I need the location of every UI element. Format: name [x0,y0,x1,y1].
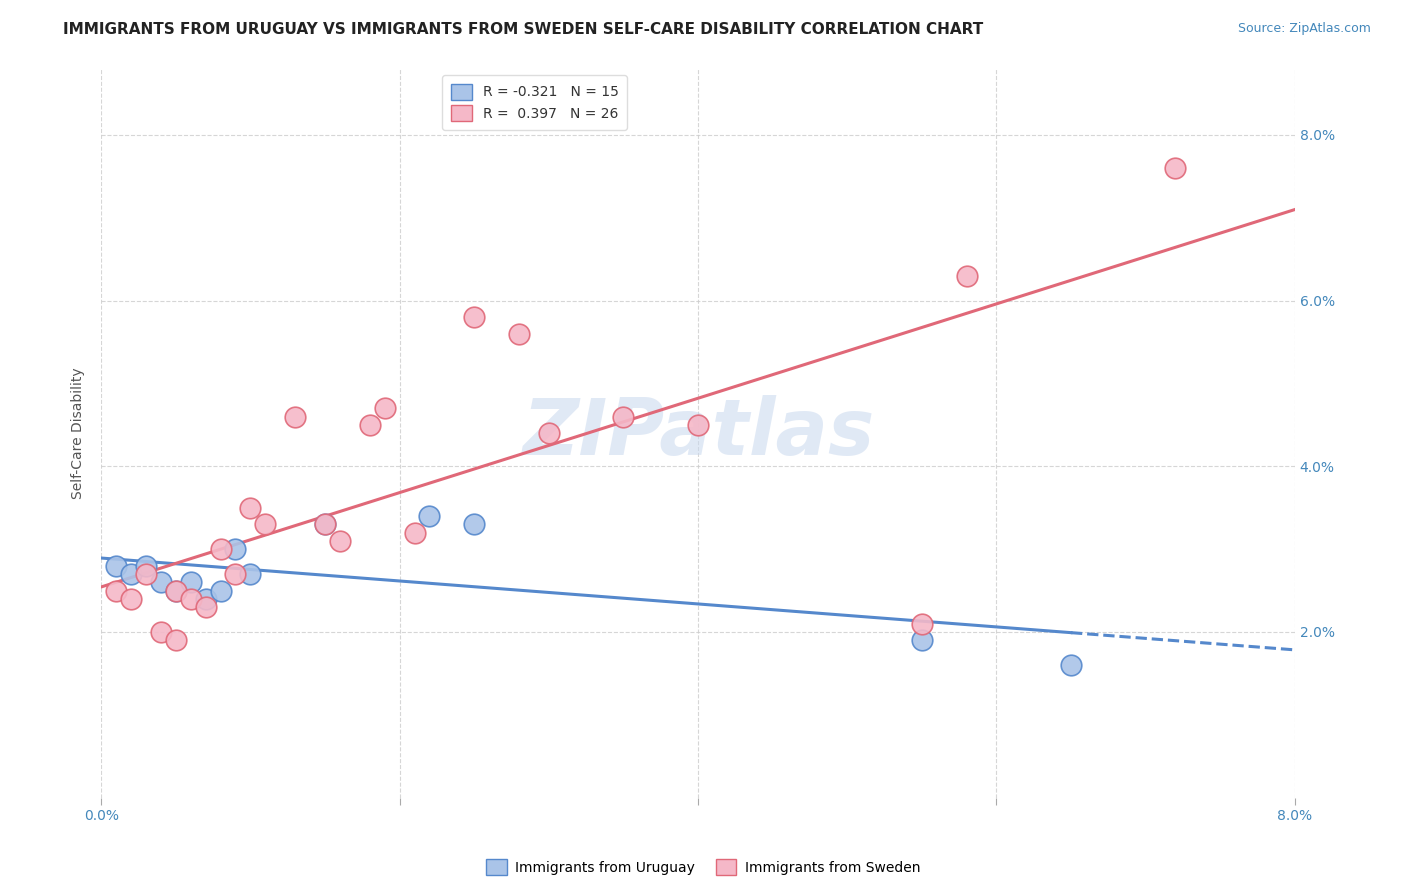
Point [239,500,262,515]
Point [1164,161,1187,175]
Point [165,583,187,598]
Point [120,566,142,581]
Point [911,633,934,648]
Point [149,575,172,590]
Legend: Immigrants from Uruguay, Immigrants from Sweden: Immigrants from Uruguay, Immigrants from… [481,854,925,880]
Point [209,542,232,557]
Point [612,409,634,424]
Point [463,310,485,324]
Point [224,542,246,557]
Point [165,633,187,648]
Point [329,533,352,548]
Point [105,583,128,598]
Point [209,583,232,598]
Point [224,566,246,581]
Point [374,401,396,416]
Text: Source: ZipAtlas.com: Source: ZipAtlas.com [1237,22,1371,36]
Text: IMMIGRANTS FROM URUGUAY VS IMMIGRANTS FROM SWEDEN SELF-CARE DISABILITY CORRELATI: IMMIGRANTS FROM URUGUAY VS IMMIGRANTS FR… [63,22,984,37]
Point [463,517,485,532]
Y-axis label: Self-Care Disability: Self-Care Disability [72,368,86,499]
Point [194,600,217,615]
Point [314,517,336,532]
Point [254,517,277,532]
Legend: R = -0.321   N = 15, R =  0.397   N = 26: R = -0.321 N = 15, R = 0.397 N = 26 [443,76,627,129]
Point [418,508,440,523]
Point [180,591,202,606]
Point [135,566,157,581]
Point [149,624,172,639]
Point [239,566,262,581]
Point [284,409,307,424]
Point [911,616,934,631]
Point [359,417,381,432]
Point [686,417,709,432]
Point [955,268,977,283]
Point [165,583,187,598]
Text: ZIPatlas: ZIPatlas [522,395,875,471]
Point [537,426,560,441]
Point [105,558,128,573]
Point [314,517,336,532]
Point [135,558,157,573]
Point [120,591,142,606]
Point [180,575,202,590]
Point [1060,658,1083,673]
Point [404,525,426,540]
Point [508,326,530,341]
Point [194,591,217,606]
